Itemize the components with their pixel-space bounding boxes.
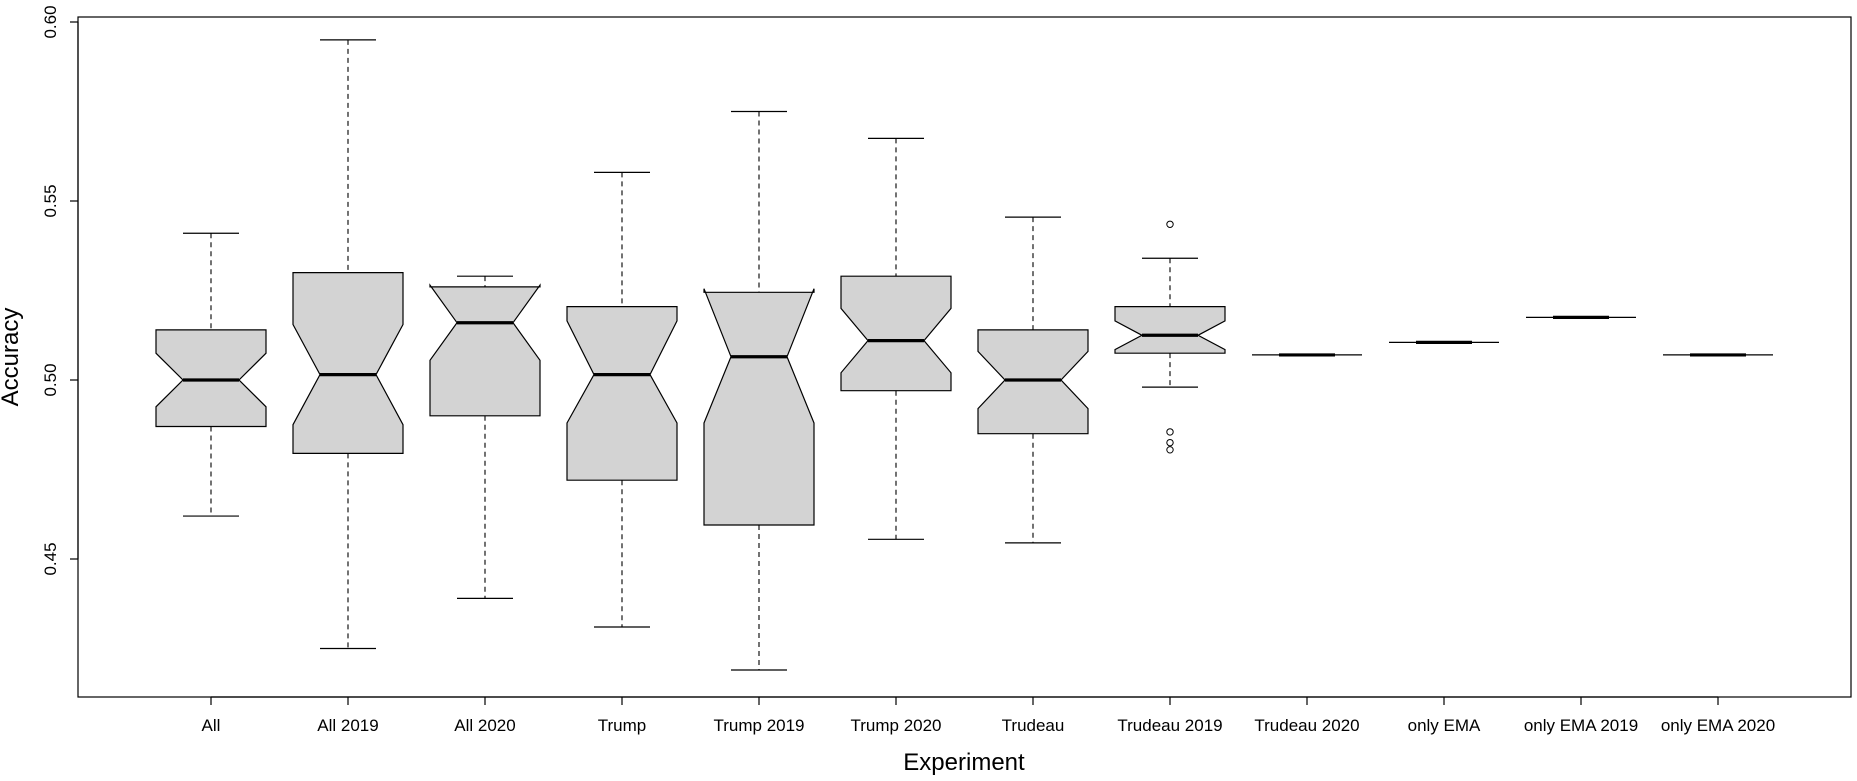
- y-axis-title: Accuracy: [0, 308, 24, 407]
- box-body: [566, 306, 678, 481]
- box-trump-2019: [703, 110, 815, 671]
- y-tick-label: 0.60: [41, 5, 60, 38]
- outlier-point: [1166, 428, 1174, 436]
- x-tick-label: Trudeau 2020: [1254, 716, 1359, 735]
- box-body: [977, 329, 1089, 435]
- x-tick-label: only EMA 2020: [1661, 716, 1775, 735]
- box-body: [292, 272, 404, 454]
- x-tick-label: Trudeau: [1002, 716, 1065, 735]
- x-tick-label: Trump 2020: [850, 716, 941, 735]
- box-trump: [566, 171, 678, 628]
- box-trudeau: [977, 216, 1089, 544]
- box-body: [429, 283, 541, 417]
- box-body: [155, 329, 267, 428]
- x-tick-label: only EMA 2019: [1524, 716, 1638, 735]
- x-tick-label: All 2020: [454, 716, 515, 735]
- box-all-2019: [292, 39, 404, 650]
- y-tick-label: 0.50: [41, 363, 60, 396]
- box-body: [703, 288, 815, 526]
- box-all: [155, 232, 267, 517]
- x-tick-label: All: [202, 716, 221, 735]
- box-all-2020: [429, 275, 541, 599]
- outlier-point: [1166, 446, 1174, 454]
- box-body: [1114, 306, 1226, 354]
- x-tick-label: only EMA: [1408, 716, 1481, 735]
- y-tick-label: 0.45: [41, 542, 60, 575]
- x-tick-label: Trump 2019: [713, 716, 804, 735]
- y-axis: 0.45 0.50 0.55 0.60: [41, 5, 79, 576]
- x-tick-label: All 2019: [317, 716, 378, 735]
- box-body: [840, 275, 952, 392]
- box-trump-2020: [840, 137, 952, 540]
- outlier-point: [1166, 438, 1174, 447]
- x-axis: All All 2019 All 2020 Trump Trump 2019 Trump …: [202, 696, 1775, 735]
- box-trudeau-2019: [1114, 220, 1226, 454]
- x-tick-label: Trump: [598, 716, 647, 735]
- boxes-layer: [155, 39, 1773, 671]
- x-tick-label: Trudeau 2019: [1117, 716, 1222, 735]
- outlier-point: [1166, 220, 1174, 228]
- y-tick-label: 0.55: [41, 184, 60, 217]
- x-axis-title: Experiment: [903, 749, 1025, 776]
